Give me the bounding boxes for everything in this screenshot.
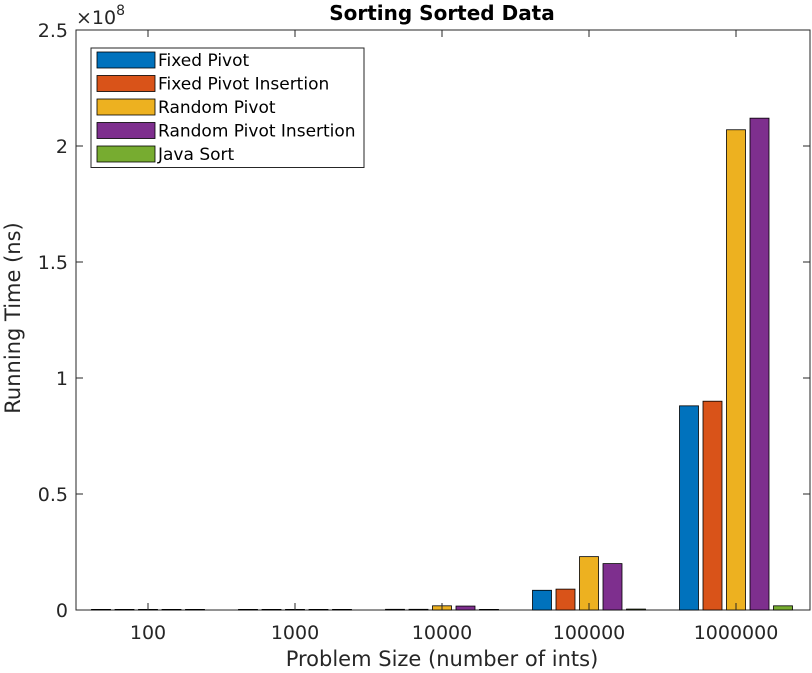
chart-title: Sorting Sorted Data bbox=[329, 1, 555, 25]
bar-fixed-pivot-100000 bbox=[532, 589, 552, 611]
bar-random-pivot-insertion-100 bbox=[161, 609, 182, 611]
legend-swatch bbox=[96, 98, 156, 116]
y-axis-label: Running Time (ns) bbox=[1, 222, 25, 413]
legend-label: Random Pivot bbox=[158, 98, 276, 118]
y-multiplier: ×108 bbox=[76, 3, 125, 29]
bar-fixed-pivot-100 bbox=[91, 609, 111, 611]
y-axis: 0 0.5 1 1.5 2 2.5 bbox=[38, 20, 810, 622]
legend-swatch bbox=[96, 145, 156, 163]
legend: Fixed Pivot Fixed Pivot Insertion Random P… bbox=[90, 47, 365, 168]
bar-java-sort-1000 bbox=[332, 609, 352, 611]
legend-swatch bbox=[96, 75, 156, 92]
bar-fixed-pivot-insertion-10000 bbox=[408, 608, 429, 611]
x-tick-label: 1000000 bbox=[694, 622, 779, 644]
y-tick-label: 2 bbox=[56, 136, 68, 158]
bar-random-pivot-100000 bbox=[579, 556, 599, 611]
bar-random-pivot-insertion-1000 bbox=[308, 609, 329, 611]
bar-random-pivot-insertion-1000000 bbox=[749, 117, 770, 611]
y-tick-label: 1 bbox=[56, 368, 68, 390]
bar-random-pivot-insertion-100000 bbox=[602, 563, 623, 611]
bar-random-pivot-insertion-10000 bbox=[455, 605, 476, 611]
y-tick-label: 2.5 bbox=[38, 20, 68, 42]
x-axis-label: Problem Size (number of ints) bbox=[286, 647, 599, 671]
bar-java-sort-100 bbox=[185, 609, 205, 611]
bar-fixed-pivot-1000000 bbox=[679, 405, 699, 611]
y-tick-label: 0.5 bbox=[38, 484, 68, 506]
bar-java-sort-100000 bbox=[626, 608, 646, 611]
bar-fixed-pivot-insertion-100 bbox=[114, 609, 135, 611]
legend-label: Random Pivot Insertion bbox=[158, 122, 356, 142]
y-multiplier-base: ×10 bbox=[76, 7, 116, 29]
bar-fixed-pivot-insertion-1000 bbox=[261, 609, 282, 611]
x-tick-label: 1000 bbox=[271, 622, 319, 644]
legend-label: Java Sort bbox=[157, 145, 234, 165]
legend-swatch bbox=[96, 122, 156, 139]
legend-swatch bbox=[96, 51, 156, 69]
y-tick-label: 1.5 bbox=[38, 252, 68, 274]
legend-label: Fixed Pivot Insertion bbox=[158, 75, 329, 95]
x-tick-label: 10000 bbox=[412, 622, 472, 644]
x-axis: 100 1000 10000 100000 1000000 bbox=[130, 30, 778, 644]
bar-fixed-pivot-1000 bbox=[238, 609, 258, 611]
x-tick-label: 100 bbox=[130, 622, 166, 644]
legend-label: Fixed Pivot bbox=[158, 51, 250, 71]
y-tick-label: 0 bbox=[56, 600, 68, 622]
x-tick-label: 100000 bbox=[553, 622, 626, 644]
bar-fixed-pivot-insertion-1000000 bbox=[702, 400, 723, 611]
bar-fixed-pivot-10000 bbox=[385, 608, 405, 611]
bar-java-sort-10000 bbox=[479, 609, 499, 611]
bar-fixed-pivot-insertion-100000 bbox=[555, 588, 576, 611]
bars-group bbox=[91, 117, 793, 611]
bar-java-sort-1000000 bbox=[773, 605, 793, 611]
y-multiplier-exponent: 8 bbox=[116, 3, 125, 19]
bar-random-pivot-1000000 bbox=[726, 129, 746, 611]
